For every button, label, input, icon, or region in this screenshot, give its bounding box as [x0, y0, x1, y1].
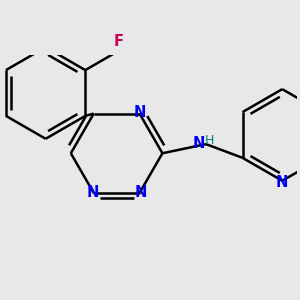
Text: N: N — [86, 185, 99, 200]
Text: N: N — [192, 136, 205, 151]
Text: N: N — [133, 105, 146, 120]
Text: F: F — [114, 34, 124, 49]
Text: H: H — [205, 134, 214, 147]
Text: N: N — [135, 185, 147, 200]
Text: N: N — [276, 175, 288, 190]
